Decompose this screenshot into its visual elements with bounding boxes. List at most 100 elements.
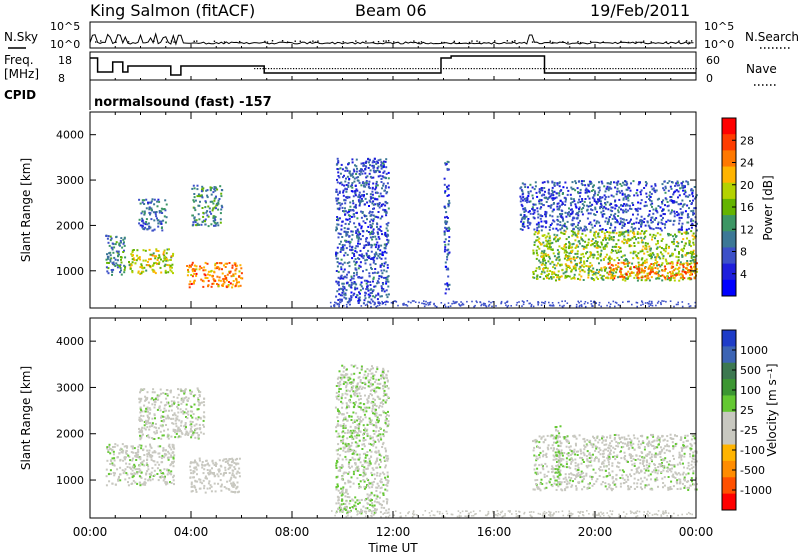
- power-pixel: [667, 204, 670, 207]
- velocity-pixel: [172, 396, 175, 399]
- power-pixel: [552, 276, 555, 279]
- power-pixel: [348, 196, 351, 199]
- power-pixel: [224, 275, 227, 278]
- power-pixel: [377, 293, 380, 296]
- power-pixel: [694, 264, 697, 267]
- power-pixel: [595, 276, 598, 279]
- power-pixel: [211, 282, 214, 285]
- power-pixel: [370, 226, 372, 229]
- power-pixel: [619, 183, 622, 185]
- power-pixel: [614, 186, 617, 189]
- power-pixel: [376, 184, 379, 187]
- power-pixel: [144, 226, 147, 229]
- power-pixel: [688, 276, 691, 279]
- power-pixel: [346, 197, 349, 199]
- power-ground-pixel: [592, 301, 595, 304]
- power-pixel: [372, 176, 375, 179]
- power-pixel: [597, 235, 600, 238]
- power-pixel: [380, 203, 383, 206]
- power-pixel: [345, 297, 348, 300]
- power-pixel: [629, 266, 632, 269]
- power-ground-pixel: [474, 304, 476, 307]
- power-pixel: [540, 243, 543, 246]
- power-pixel: [375, 186, 378, 189]
- power-pixel: [123, 271, 126, 274]
- power-pixel: [624, 180, 627, 183]
- velocity-pixel: [170, 400, 173, 403]
- velocity-pixel: [197, 416, 200, 419]
- velocity-pixel: [143, 481, 146, 484]
- power-pixel: [218, 198, 221, 200]
- power-pixel: [381, 215, 384, 218]
- nsky-tick-bottom: 10^0: [50, 38, 80, 51]
- power-pixel: [547, 247, 549, 250]
- power-pixel: [207, 225, 210, 228]
- power-pixel: [343, 174, 345, 177]
- power-pixel: [362, 162, 365, 165]
- power-pixel: [593, 272, 596, 275]
- power-ground-pixel: [500, 300, 503, 303]
- velocity-pixel: [160, 457, 163, 460]
- power-pixel: [350, 249, 353, 252]
- power-pixel: [524, 199, 527, 202]
- freq-tick-bottom: 8: [58, 72, 65, 85]
- power-pixel: [444, 216, 446, 219]
- velocity-pixel: [178, 435, 181, 438]
- power-pixel: [209, 210, 212, 213]
- power-pixel: [640, 199, 643, 202]
- power-pixel: [130, 264, 133, 267]
- velocity-pixel: [153, 469, 156, 472]
- power-pixel: [355, 165, 358, 168]
- power-pixel: [380, 287, 383, 290]
- power-pixel: [684, 271, 687, 274]
- velocity-pixel: [185, 408, 188, 411]
- power-pixel: [385, 223, 388, 226]
- power-pixel: [605, 245, 608, 248]
- power-pixel: [563, 245, 566, 248]
- power-pixel: [536, 210, 539, 213]
- power-colorbar-tick-label: 4: [740, 268, 747, 281]
- power-pixel: [658, 270, 661, 273]
- power-pixel: [674, 267, 677, 270]
- power-pixel: [344, 180, 347, 183]
- power-pixel: [384, 233, 387, 236]
- nave-dot: [337, 68, 339, 70]
- nave-dot: [620, 68, 622, 70]
- power-pixel: [148, 206, 151, 209]
- power-pixel: [558, 258, 561, 261]
- nave-dot: [651, 68, 653, 70]
- power-pixel: [204, 261, 207, 264]
- power-pixel: [361, 253, 364, 256]
- power-pixel: [379, 174, 382, 177]
- power-pixel: [386, 266, 389, 269]
- power-pixel: [360, 168, 363, 171]
- power-pixel: [594, 206, 597, 209]
- velocity-pixel: [230, 464, 233, 467]
- power-pixel: [336, 207, 339, 210]
- velocity-pixel: [192, 413, 195, 416]
- velocity-pixel: [180, 421, 183, 424]
- power-pixel: [661, 279, 664, 282]
- power-ground-pixel: [609, 305, 611, 308]
- power-pixel: [644, 181, 647, 183]
- power-pixel: [201, 207, 204, 209]
- power-pixel: [335, 280, 338, 283]
- power-ground-pixel: [592, 305, 594, 307]
- power-pixel: [649, 252, 652, 255]
- power-pixel: [573, 259, 576, 262]
- velocity-pixel: [164, 475, 166, 478]
- power-pixel: [169, 259, 172, 261]
- power-pixel: [624, 208, 627, 211]
- velocity-pixel: [148, 416, 151, 419]
- power-pixel: [163, 208, 166, 210]
- velocity-pixel: [158, 452, 161, 455]
- power-pixel: [160, 210, 163, 213]
- nave-dot: [476, 68, 478, 70]
- power-pixel: [578, 210, 581, 213]
- power-pixel: [600, 268, 603, 271]
- power-pixel: [359, 265, 362, 268]
- power-pixel: [357, 195, 360, 198]
- power-ground-pixel: [595, 302, 597, 304]
- power-pixel: [662, 187, 665, 190]
